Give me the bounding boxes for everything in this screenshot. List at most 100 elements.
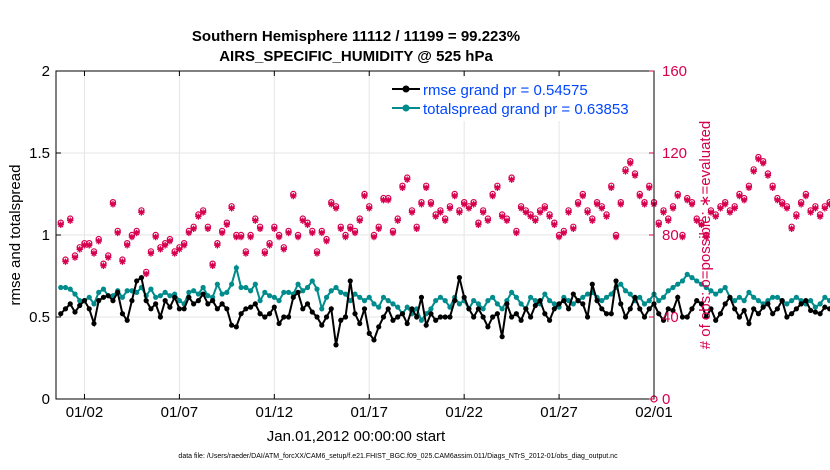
totalspread-point (72, 291, 78, 297)
obs-evaluated-point (565, 209, 572, 216)
totalspread-point (357, 294, 363, 300)
obs-evaluated-point (76, 246, 83, 253)
rmse-point (532, 302, 538, 309)
obs-evaluated-point (380, 196, 387, 204)
obs-evaluated-point (62, 258, 69, 265)
rmse-point (684, 314, 690, 320)
totalspread-point (119, 294, 126, 300)
obs-evaluated-point (646, 184, 653, 192)
obs-evaluated-point (698, 221, 705, 228)
obs-evaluated-point (252, 217, 259, 224)
obs-evaluated-point (437, 209, 444, 216)
obs-evaluated-point (233, 233, 240, 241)
totalspread-point (304, 284, 311, 291)
totalspread-point (366, 294, 372, 300)
totalspread-point (784, 301, 790, 307)
obs-evaluated-point (142, 270, 150, 278)
rmse-point (271, 304, 277, 310)
totalspread-point (494, 301, 500, 307)
totalspread-point (475, 301, 481, 307)
rmse-point (138, 275, 145, 281)
rmse-point (186, 294, 192, 300)
totalspread-point (732, 298, 738, 304)
obs-evaluated-point (536, 209, 544, 216)
obs-evaluated-point (105, 254, 112, 261)
rmse-point (589, 281, 595, 287)
obs-evaluated-point (418, 201, 425, 208)
line-layer (58, 263, 830, 348)
rmse-point (77, 302, 83, 309)
rmse-point (774, 306, 780, 312)
y-left-tick-label: 1.5 (29, 145, 50, 162)
rmse-point (371, 337, 377, 343)
obs-evaluated-point (793, 213, 800, 220)
obs-evaluated-point (769, 184, 776, 192)
totalspread-point (342, 291, 349, 297)
rmse-point (490, 314, 496, 320)
rmse-point (694, 298, 700, 304)
rmse-point (86, 306, 92, 312)
obs-evaluated-point (261, 250, 269, 257)
obs-evaluated-point (603, 213, 610, 220)
obs-evaluated-point (195, 213, 202, 220)
rmse-point (262, 314, 268, 320)
totalspread-point (646, 298, 652, 304)
rmse-point (466, 306, 472, 312)
chart-title-line2: AIRS_SPECIFIC_HUMIDITY @ 525 hPa (219, 48, 493, 65)
totalspread-point (509, 289, 515, 295)
totalspread-point (665, 288, 671, 294)
rmse-point (551, 306, 557, 312)
rmse-point (129, 298, 135, 304)
obs-evaluated-point (399, 184, 406, 192)
rmse-point (570, 291, 576, 297)
rmse-point (162, 298, 168, 304)
rmse-point (523, 306, 529, 312)
obs-evaluated-point (256, 225, 264, 233)
totalspread-point (751, 294, 757, 300)
x-tick-label: 02/01 (635, 404, 673, 421)
totalspread-point (490, 294, 496, 300)
obs-evaluated-point (807, 209, 814, 216)
obs-evaluated-point (408, 209, 416, 216)
obs-evaluated-point (123, 242, 131, 249)
rmse-point (338, 317, 344, 323)
totalspread-point (608, 291, 614, 297)
totalspread-point (789, 298, 795, 304)
obs-evaluated-point (622, 168, 629, 175)
rmse-point (717, 311, 724, 317)
rmse-point (461, 294, 467, 300)
rmse-point (475, 306, 481, 312)
totalspread-point (433, 298, 439, 304)
rmse-point (755, 311, 762, 317)
obs-evaluated-point (755, 155, 762, 163)
rmse-point (779, 298, 785, 304)
totalspread-point (162, 289, 168, 295)
rmse-point (770, 311, 776, 317)
rmse-point (646, 306, 652, 312)
totalspread-point (205, 293, 211, 299)
obs-evaluated-point (731, 205, 738, 212)
obs-evaluated-point (489, 192, 496, 200)
legend: rmse grand pr = 0.54575 totalspread gran… (387, 77, 653, 121)
obs-evaluated-point (81, 242, 88, 249)
rmse-point (665, 306, 671, 312)
rmse-point (765, 301, 771, 307)
obs-evaluated-point (560, 229, 568, 237)
rmse-point (304, 301, 311, 307)
obs-evaluated-point (275, 233, 283, 241)
rmse-point (148, 306, 154, 312)
obs-evaluated-point (441, 217, 449, 224)
obs-evaluated-point (745, 184, 753, 192)
totalspread-point (713, 291, 719, 297)
rmse-point (210, 298, 216, 304)
obs-evaluated-point (797, 201, 805, 208)
obs-evaluated-point (508, 176, 515, 183)
obs-evaluated-point (67, 217, 74, 224)
x-tick-label: 01/22 (445, 404, 483, 421)
rmse-point (395, 314, 401, 320)
legend-box (387, 77, 653, 121)
rmse-point (793, 306, 799, 312)
totalspread-point (755, 298, 762, 304)
totalspread-point (361, 298, 368, 304)
rmse-point (238, 311, 244, 317)
